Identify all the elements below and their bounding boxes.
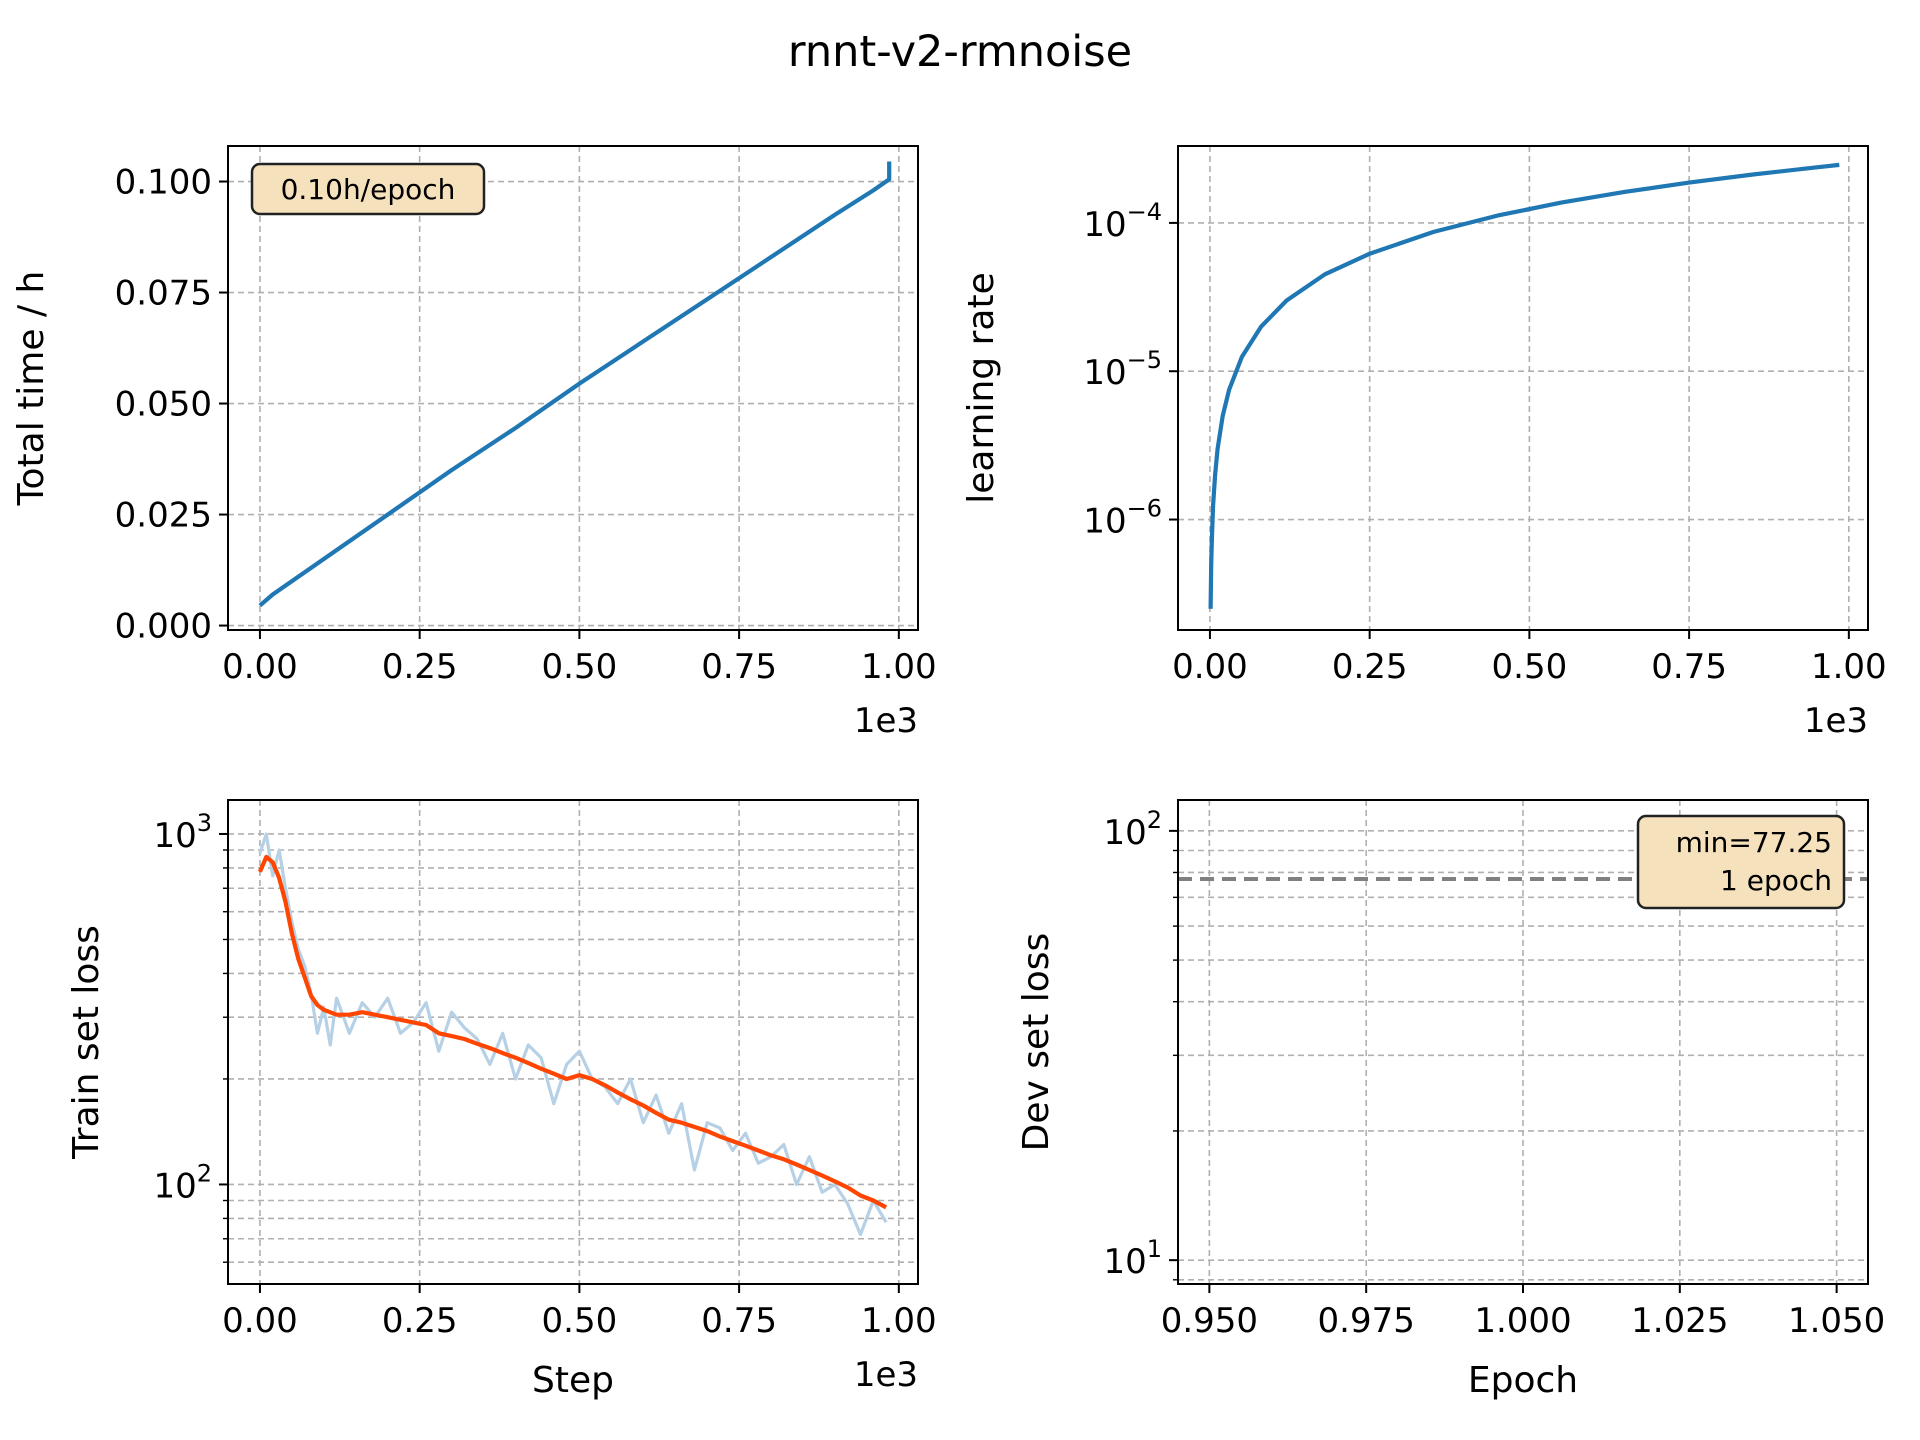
- x-tick-label: 0.25: [382, 647, 458, 687]
- annotation-text: 1 epoch: [1720, 864, 1832, 897]
- y-tick-label: 10−4: [1083, 198, 1162, 245]
- x-tick-label: 0.25: [1332, 647, 1408, 687]
- plot-area: [1208, 162, 1840, 609]
- panel-total-time: 0.00 0.25 0.50 0.75 1.00 0.000 0.025 0.050 0.075…: [11, 145, 937, 741]
- panel-learning-rate: 0.00 0.25 0.50 0.75 1.00 10−6 10−5 10−4 1e3 learn…: [961, 145, 1887, 741]
- x-tick-label: 1.00: [861, 1301, 937, 1341]
- axes-frame: [227, 145, 919, 631]
- grid-lines: [1178, 146, 1868, 630]
- series-line-smoothed: [257, 854, 888, 1210]
- x-tick-label: 1.00: [861, 647, 937, 687]
- plot-area: [257, 832, 888, 1237]
- x-tick-label: 0.50: [1492, 647, 1568, 687]
- y-tick-label: 101: [1103, 1235, 1162, 1282]
- y-tick-label: 102: [1103, 806, 1162, 853]
- series-line-raw: [258, 832, 888, 1237]
- axes-frame: [1177, 145, 1869, 631]
- grid-lines: [228, 800, 918, 1284]
- plot-area: [258, 161, 892, 608]
- x-offset-label: 1e3: [854, 701, 918, 741]
- annotation-text: min=77.25: [1676, 826, 1832, 859]
- x-tick-label: 1.00: [1811, 647, 1887, 687]
- x-tick-label: 0.50: [542, 647, 618, 687]
- y-tick-label: 10−6: [1083, 495, 1162, 542]
- figure-title: rnnt-v2-rmnoise: [788, 27, 1132, 77]
- annotation-box: [1636, 814, 1846, 910]
- grid-lines: [228, 146, 918, 630]
- x-tick-label: 0.950: [1161, 1301, 1258, 1341]
- x-tick-label: 0.50: [542, 1301, 618, 1341]
- series-line: [1208, 162, 1840, 609]
- x-tick-label: 0.75: [701, 1301, 777, 1341]
- x-tick-label: 0.975: [1318, 1301, 1415, 1341]
- series-line: [258, 161, 892, 608]
- axes-frame: [227, 799, 919, 1285]
- y-axis-label: Train set loss: [66, 925, 107, 1160]
- y-tick-label: 0.000: [115, 607, 212, 647]
- annotation-box: [250, 162, 486, 216]
- x-tick-label: 0.00: [1172, 647, 1248, 687]
- x-tick-label: 0.75: [701, 647, 777, 687]
- y-tick-label: 10−5: [1083, 346, 1162, 393]
- y-tick-label: 0.050: [115, 385, 212, 425]
- panel-dev-loss: 0.950 0.975 1.000 1.025 1.050 101 102 Epoch Dev …: [1016, 799, 1885, 1401]
- x-offset-label: 1e3: [1804, 701, 1868, 741]
- x-tick-label: 0.25: [382, 1301, 458, 1341]
- annotation-text: 0.10h/epoch: [281, 173, 456, 206]
- x-tick-label: 1.025: [1631, 1301, 1728, 1341]
- x-axis-label: Step: [532, 1360, 614, 1401]
- x-tick-label: 1.000: [1474, 1301, 1571, 1341]
- x-axis-label: Epoch: [1468, 1360, 1578, 1401]
- panel-train-loss: 0.00 0.25 0.50 0.75 1.00 102 103 1e3 Step Train s…: [66, 799, 937, 1401]
- x-tick-label: 0.00: [222, 1301, 298, 1341]
- y-tick-label: 0.100: [115, 163, 212, 203]
- x-tick-label: 0.00: [222, 647, 298, 687]
- x-tick-label: 1.050: [1788, 1301, 1885, 1341]
- y-tick-label: 103: [153, 809, 212, 856]
- y-tick-label: 102: [153, 1159, 212, 1206]
- y-axis-label: learning rate: [961, 272, 1002, 503]
- y-axis-label: Total time / h: [11, 271, 52, 507]
- x-tick-label: 0.75: [1651, 647, 1727, 687]
- y-axis-label: Dev set loss: [1016, 933, 1057, 1152]
- y-tick-label: 0.075: [115, 274, 212, 314]
- y-tick-label: 0.025: [115, 496, 212, 536]
- x-offset-label: 1e3: [854, 1355, 918, 1395]
